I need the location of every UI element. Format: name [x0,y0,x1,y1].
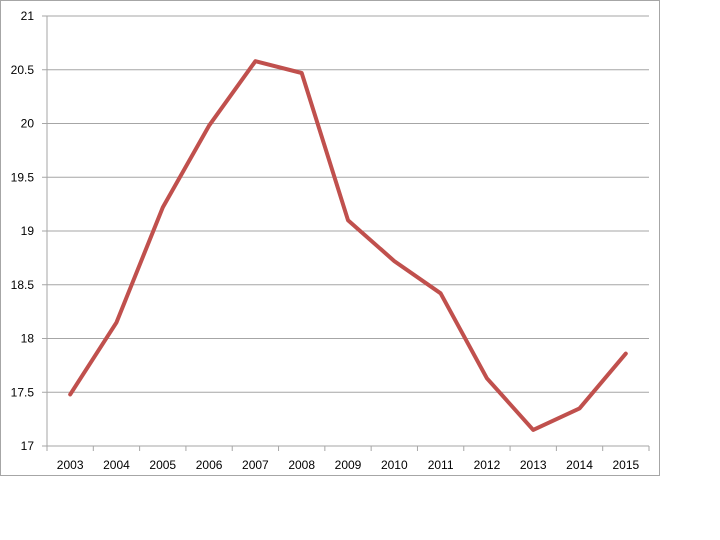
y-tick-label: 20.5 [11,63,35,77]
x-tick-label: 2005 [149,458,176,472]
y-tick-labels: 17 17.5 18 18.5 19 19.5 20 20.5 21 [11,9,35,453]
y-tick-label: 17 [21,439,35,453]
x-tick-label: 2010 [381,458,408,472]
y-tick-label: 17.5 [11,385,35,399]
y-tick-label: 18.5 [11,278,35,292]
x-tick-label: 2012 [474,458,501,472]
x-tick-labels: 2003 2004 2005 2006 2007 2008 2009 2010 2011 2012… [57,458,640,472]
x-tick-label: 2013 [520,458,547,472]
x-tick-label: 2006 [196,458,223,472]
x-tick-label: 2009 [335,458,362,472]
y-tick-label: 20 [21,117,35,131]
y-tick-label: 21 [21,9,35,23]
gridlines [47,15,649,393]
y-tick-label: 19.5 [11,170,35,184]
x-tick-label: 2015 [612,458,639,472]
x-tick-label: 2004 [103,458,130,472]
x-tick-label: 2014 [566,458,593,472]
series-line [68,59,628,432]
y-tick-label: 18 [21,332,35,346]
x-tick-label: 2007 [242,458,269,472]
axes [42,15,650,451]
y-tick-label: 19 [21,224,35,238]
x-tick-label: 2011 [428,458,454,472]
series-layer [68,59,628,432]
x-tick-label: 2003 [57,458,84,472]
chart-frame: 17 17.5 18 18.5 19 19.5 20 20.5 21 2003 2004 2005 2… [0,0,660,476]
x-tick-label: 2008 [288,458,315,472]
